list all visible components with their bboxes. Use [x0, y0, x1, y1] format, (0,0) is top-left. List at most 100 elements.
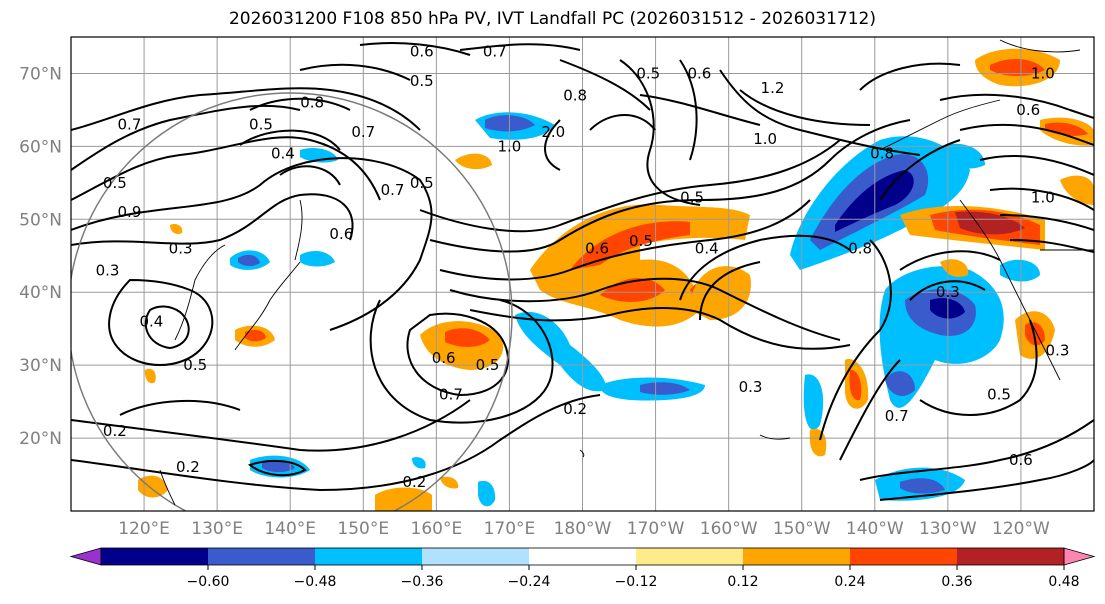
- contour-label: 0.6: [1016, 101, 1040, 119]
- colorbar-tick-label: −0.60: [187, 574, 230, 590]
- lon-tick-label: 180°W: [554, 519, 612, 539]
- fill-orange-jet2: [690, 266, 751, 320]
- contour-label: 0.7: [381, 181, 405, 199]
- contour-label: 2.0: [541, 123, 565, 141]
- colorbar-tick-label: 0.36: [941, 574, 972, 590]
- lon-tick-label: 120°W: [992, 519, 1050, 539]
- fill-red-cp: [445, 328, 490, 347]
- lon-tick-label: 160°E: [411, 519, 463, 539]
- lat-tick-label: 20°N: [19, 429, 62, 449]
- colorbar-segment: [850, 548, 958, 565]
- contour-label: 1.0: [1031, 64, 1055, 82]
- contour-label: 0.4: [271, 145, 295, 163]
- colorbar-segment: [315, 548, 423, 565]
- contour-label: 0.9: [118, 203, 142, 221]
- lon-tick-label: 160°W: [700, 519, 758, 539]
- lon-tick-label: 170°E: [484, 519, 536, 539]
- fill-red-arctic: [990, 58, 1045, 76]
- fill-sky-s3: [478, 480, 496, 507]
- contour-label: 0.6: [687, 64, 711, 82]
- fill-blue-s1: [262, 460, 295, 473]
- fill-orange-s6: [144, 368, 156, 384]
- lon-tick-label: 150°W: [773, 519, 831, 539]
- latitude-labels: 70°N 60°N 50°N 40°N 30°N 20°N: [19, 64, 62, 449]
- contour-label: 0.5: [410, 72, 434, 90]
- contour-label: 0.5: [629, 232, 653, 250]
- fill-blue-ca2: [885, 371, 915, 396]
- fill-orange-s7: [440, 476, 459, 489]
- fill-orange-s2: [375, 487, 432, 511]
- contour-label: 0.3: [169, 239, 193, 257]
- contour-label: 0.8: [563, 86, 587, 104]
- fill-sky-s5: [412, 457, 426, 469]
- plot-frame: [70, 36, 1095, 512]
- contour-label: 0.3: [96, 261, 120, 279]
- contour-label: 0.5: [987, 385, 1011, 403]
- contour-label: 0.7: [483, 43, 507, 61]
- fill-blue-sakh: [238, 254, 260, 266]
- pv-contours: [71, 42, 1094, 501]
- fill-blue-south: [900, 478, 945, 494]
- colorbar-segment: [636, 548, 744, 565]
- contour-label: 0.4: [695, 239, 719, 257]
- fill-orange-coast2: [940, 259, 969, 277]
- contour-label: 0.3: [936, 283, 960, 301]
- contour-label: 0.5: [103, 174, 127, 192]
- contour-label: 0.2: [403, 473, 427, 491]
- colorbar-tick-label: 0.12: [727, 574, 758, 590]
- colorbar-segment: [208, 548, 316, 565]
- contour-label: 0.5: [249, 116, 273, 134]
- fill-orange-ak2: [1060, 175, 1094, 205]
- contour-labels: 0.6 0.7 0.5 0.5 0.6 1.2 0.8 0.8 0.7 0.5 0.7 2.0 1.0 1…: [96, 43, 1070, 491]
- colorbar-tick-label: −0.12: [615, 574, 658, 590]
- contour-label: 0.8: [870, 145, 894, 163]
- contour-label: 1.2: [761, 79, 785, 97]
- colorbar-tick-label: 0.48: [1048, 574, 1079, 590]
- fill-sky-ca3: [803, 374, 824, 430]
- colorbar-segment: [743, 548, 851, 565]
- colorbar-segment: [529, 548, 637, 565]
- colorbar-segment: [422, 548, 530, 565]
- contour-label: 0.2: [176, 458, 200, 476]
- contour-label: 0.2: [563, 400, 587, 418]
- lat-tick-label: 40°N: [19, 283, 62, 303]
- contour-label: 1.0: [497, 137, 521, 155]
- fill-red-jp: [245, 330, 266, 342]
- fill-sky-kur: [300, 250, 335, 267]
- lon-tick-label: 130°E: [191, 519, 243, 539]
- contour-label: 0.6: [432, 349, 456, 367]
- contour-label: 0.6: [329, 225, 353, 243]
- colorbar: −0.60 −0.48 −0.36 −0.24 −0.12 0.12 0.24 0.36 0.4…: [69, 547, 1096, 590]
- colorbar-extend-min: [69, 547, 102, 566]
- fill-orange-kam: [455, 153, 492, 170]
- contour-label: 0.7: [439, 385, 463, 403]
- lon-tick-label: 150°E: [337, 519, 389, 539]
- contour-label: 1.0: [753, 130, 777, 148]
- colorbar-tick-label: −0.48: [294, 574, 337, 590]
- lon-tick-label: 120°E: [118, 519, 170, 539]
- fill-red-ca: [849, 369, 862, 401]
- colorbar-segment: [957, 548, 1065, 565]
- contour-label: 0.4: [139, 312, 163, 330]
- fill-sky-coast: [1000, 259, 1040, 282]
- contour-label: 0.8: [300, 94, 324, 112]
- fill-blue-bering: [485, 115, 535, 132]
- fill-sky-cp1: [515, 311, 606, 392]
- lon-tick-label: 130°W: [919, 519, 977, 539]
- contour-label: 0.2: [103, 422, 127, 440]
- lat-tick-label: 70°N: [19, 64, 62, 84]
- lat-tick-label: 60°N: [19, 137, 62, 157]
- colorbar-frame: [100, 547, 1065, 566]
- colorbar-extend-max: [1063, 547, 1096, 566]
- colorbar-tick-label: 0.24: [834, 574, 865, 590]
- lat-tick-label: 30°N: [19, 356, 62, 376]
- contour-label: 0.5: [183, 356, 207, 374]
- fill-orange-ok: [170, 223, 183, 235]
- colorbar-segment: [101, 548, 209, 565]
- contour-label: 0.7: [118, 116, 142, 134]
- contour-label: 0.7: [885, 407, 909, 425]
- lon-tick-label: 170°W: [627, 519, 685, 539]
- fill-blue-cp2: [640, 382, 690, 395]
- contour-label: 0.5: [476, 356, 500, 374]
